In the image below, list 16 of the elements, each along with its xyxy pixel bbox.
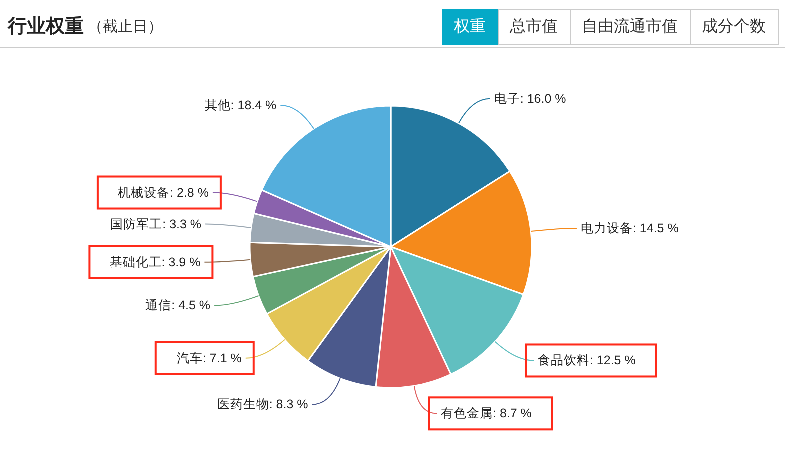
slice-label: 机械设备: 2.8 % <box>118 186 209 200</box>
slice-label: 医药生物: 8.3 % <box>217 398 308 412</box>
slice-label: 基础化工: 3.9 % <box>110 255 201 270</box>
slice-label: 电力设备: 14.5 % <box>580 221 679 236</box>
slice-label: 国防军工: 3.3 % <box>110 217 202 232</box>
chart-subtitle: （截止日） <box>88 18 163 36</box>
chart-title: 行业权重 <box>7 16 84 38</box>
tab-button[interactable]: 总市值 <box>498 9 571 45</box>
slice-label: 其他: 18.4 % <box>204 98 277 112</box>
slice-label: 电子: 16.0 % <box>494 92 566 106</box>
slice-label: 汽车: 7.1 % <box>176 351 242 366</box>
slice-label: 食品饮料: 12.5 % <box>538 354 636 368</box>
tab-button[interactable]: 自由流通市值 <box>570 9 691 45</box>
slice-label: 通信: 4.5 % <box>146 298 211 313</box>
tab-button[interactable]: 成分个数 <box>690 9 779 45</box>
slice-label: 有色金属: 8.7 % <box>441 406 532 421</box>
